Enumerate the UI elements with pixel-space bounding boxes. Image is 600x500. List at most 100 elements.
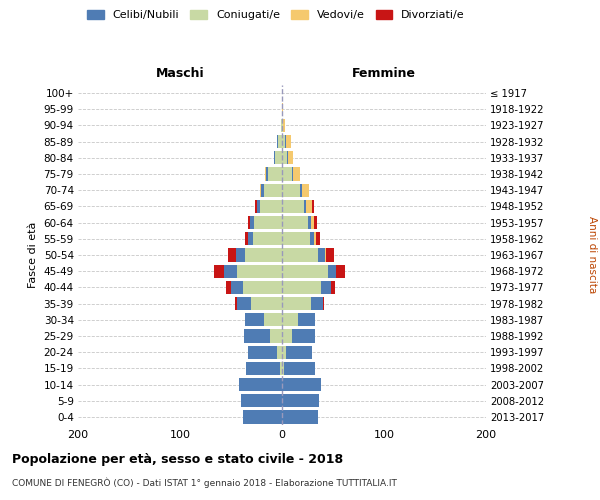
Bar	[301, 184, 302, 197]
Text: Femmine: Femmine	[352, 67, 416, 80]
Bar	[228, 248, 236, 262]
Bar	[260, 184, 263, 197]
Bar	[277, 135, 278, 148]
Bar	[336, 264, 345, 278]
Bar	[248, 216, 250, 230]
Bar	[328, 264, 336, 278]
Bar	[244, 330, 270, 342]
Bar	[292, 168, 293, 180]
Bar	[292, 330, 314, 342]
Bar	[310, 232, 314, 245]
Bar	[282, 410, 318, 424]
Bar	[285, 135, 286, 148]
Bar	[260, 200, 282, 213]
Bar	[270, 330, 282, 342]
Bar	[275, 151, 282, 164]
Bar	[257, 200, 260, 213]
Bar	[311, 216, 314, 230]
Bar	[283, 119, 285, 132]
Text: Popolazione per età, sesso e stato civile - 2018: Popolazione per età, sesso e stato civil…	[12, 452, 343, 466]
Bar	[282, 297, 311, 310]
Bar	[311, 200, 314, 213]
Bar	[263, 184, 282, 197]
Bar	[282, 184, 301, 197]
Bar	[266, 168, 268, 180]
Bar	[248, 232, 253, 245]
Bar	[316, 232, 320, 245]
Bar	[214, 264, 224, 278]
Bar	[282, 378, 321, 391]
Y-axis label: Fasce di età: Fasce di età	[28, 222, 38, 288]
Bar	[325, 248, 326, 262]
Bar	[282, 200, 304, 213]
Bar	[282, 232, 310, 245]
Bar	[326, 248, 334, 262]
Bar	[282, 330, 292, 342]
Bar	[311, 297, 323, 310]
Bar	[298, 313, 314, 326]
Bar	[282, 168, 292, 180]
Bar	[282, 394, 319, 407]
Bar	[248, 346, 277, 359]
Bar	[323, 297, 324, 310]
Bar	[288, 151, 293, 164]
Bar	[247, 362, 280, 375]
Bar	[226, 280, 231, 294]
Bar	[282, 135, 285, 148]
Bar	[282, 151, 287, 164]
Bar	[282, 102, 283, 116]
Text: Anni di nascita: Anni di nascita	[587, 216, 597, 294]
Bar	[282, 346, 286, 359]
Bar	[281, 119, 282, 132]
Bar	[224, 264, 237, 278]
Bar	[235, 297, 237, 310]
Bar	[236, 248, 245, 262]
Bar	[278, 135, 282, 148]
Bar	[250, 216, 254, 230]
Text: Maschi: Maschi	[155, 67, 205, 80]
Bar	[280, 362, 282, 375]
Bar	[284, 362, 314, 375]
Bar	[241, 394, 282, 407]
Bar	[282, 119, 283, 132]
Bar	[293, 168, 301, 180]
Bar	[282, 280, 321, 294]
Bar	[237, 264, 282, 278]
Bar	[282, 313, 298, 326]
Bar	[245, 232, 248, 245]
Bar	[282, 264, 328, 278]
Bar	[243, 280, 282, 294]
Bar	[274, 151, 275, 164]
Bar	[245, 313, 263, 326]
Bar	[256, 200, 257, 213]
Bar	[286, 135, 291, 148]
Bar	[277, 346, 282, 359]
Bar	[321, 280, 331, 294]
Bar	[268, 168, 282, 180]
Bar	[314, 232, 316, 245]
Bar	[282, 362, 284, 375]
Bar	[282, 216, 308, 230]
Bar	[318, 248, 325, 262]
Bar	[314, 216, 317, 230]
Bar	[231, 280, 243, 294]
Bar	[265, 168, 266, 180]
Bar	[282, 248, 318, 262]
Bar	[304, 200, 307, 213]
Bar	[245, 248, 282, 262]
Bar	[307, 200, 311, 213]
Bar	[237, 297, 251, 310]
Bar	[286, 346, 311, 359]
Bar	[302, 184, 308, 197]
Bar	[263, 313, 282, 326]
Bar	[253, 232, 282, 245]
Bar	[254, 216, 282, 230]
Legend: Celibi/Nubili, Coniugati/e, Vedovi/e, Divorziati/e: Celibi/Nubili, Coniugati/e, Vedovi/e, Di…	[83, 6, 469, 25]
Bar	[251, 297, 282, 310]
Bar	[287, 151, 288, 164]
Bar	[308, 216, 311, 230]
Bar	[243, 410, 282, 424]
Bar	[331, 280, 335, 294]
Bar	[239, 378, 282, 391]
Text: COMUNE DI FENEGRÒ (CO) - Dati ISTAT 1° gennaio 2018 - Elaborazione TUTTITALIA.IT: COMUNE DI FENEGRÒ (CO) - Dati ISTAT 1° g…	[12, 478, 397, 488]
